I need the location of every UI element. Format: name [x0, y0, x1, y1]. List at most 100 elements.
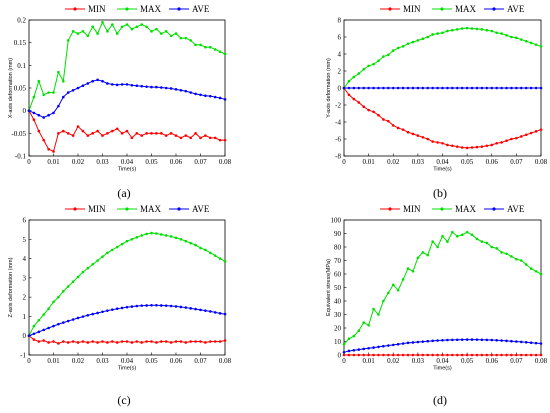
data-point: [199, 308, 202, 312]
data-point: [490, 29, 494, 33]
data-point: [57, 70, 60, 74]
data-point: [91, 132, 94, 135]
y-tick-label: 8: [338, 17, 342, 25]
data-point: [460, 27, 464, 30]
data-point: [52, 91, 55, 94]
series-ave: [27, 303, 227, 338]
x-tick-label: 0.06: [170, 357, 183, 365]
data-point: [451, 338, 454, 342]
data-point: [357, 101, 361, 104]
data-point: [145, 132, 148, 135]
data-point: [32, 332, 36, 336]
data-point: [81, 84, 85, 88]
data-point: [164, 134, 168, 137]
data-point: [47, 113, 50, 117]
data-point: [539, 86, 543, 90]
data-point: [223, 138, 227, 142]
data-point: [342, 86, 346, 90]
data-point: [441, 31, 444, 35]
chart-panel-3: 0 0.01 0.02 0.03 0.04 0.05 0.06 0.07 0.08-101234…: [8, 204, 232, 407]
x-tick-label: 0: [27, 357, 31, 365]
x-tick-label: 0.07: [194, 158, 207, 166]
data-point: [76, 125, 80, 128]
data-point: [91, 79, 94, 83]
data-point: [426, 86, 430, 90]
data-point: [490, 143, 494, 147]
data-point: [431, 86, 434, 90]
data-point: [475, 353, 479, 357]
data-point: [52, 111, 55, 115]
data-point: [465, 86, 469, 90]
data-point: [71, 280, 75, 284]
data-point: [411, 341, 415, 344]
data-point: [524, 341, 528, 344]
data-point: [111, 340, 114, 343]
x-tick-label: 0.06: [170, 158, 183, 166]
x-tick-label: 0.02: [72, 158, 85, 166]
data-point: [86, 266, 90, 270]
data-point: [86, 34, 90, 38]
data-point: [27, 109, 31, 112]
y-tick-label: 0.15: [14, 39, 27, 47]
legend-label-max: MAX: [455, 204, 477, 214]
data-point: [164, 86, 168, 90]
data-point: [179, 36, 183, 40]
data-point: [189, 307, 192, 310]
data-point: [495, 353, 498, 357]
data-point: [396, 86, 400, 90]
data-point: [362, 321, 366, 324]
y-axis-label: Z-axis deformation (mm): [8, 257, 14, 317]
data-point: [155, 85, 158, 89]
y-tick-label: 70: [334, 257, 342, 265]
data-point: [150, 231, 153, 235]
data-point: [37, 129, 41, 133]
data-point: [57, 322, 60, 326]
data-point: [431, 353, 434, 357]
legend-marker-min: [388, 207, 392, 211]
data-point: [71, 318, 75, 321]
data-point: [81, 270, 85, 274]
y-tick-label: -1: [20, 352, 26, 360]
data-point: [455, 28, 459, 31]
data-point: [431, 339, 434, 343]
data-point: [441, 141, 444, 145]
data-point: [135, 132, 139, 135]
data-point: [106, 82, 109, 85]
data-point: [120, 306, 124, 310]
x-tick-label: 0.08: [219, 357, 232, 365]
data-point: [213, 311, 217, 314]
data-point: [396, 342, 400, 346]
data-point: [213, 254, 217, 257]
data-point: [416, 86, 420, 90]
data-point: [125, 23, 129, 26]
data-point: [120, 242, 124, 246]
data-point: [204, 45, 207, 49]
data-point: [135, 340, 139, 343]
data-point: [66, 91, 70, 94]
data-point: [377, 113, 380, 117]
data-point: [71, 340, 75, 343]
data-point: [529, 353, 533, 357]
data-point: [101, 134, 104, 137]
panel-caption: (d): [433, 393, 447, 407]
data-point: [534, 353, 538, 357]
data-point: [204, 94, 207, 98]
x-tick-label: 0: [27, 158, 31, 166]
data-point: [76, 341, 80, 344]
data-point: [37, 79, 41, 83]
data-point: [62, 79, 65, 83]
data-point: [505, 86, 508, 90]
data-point: [194, 243, 197, 247]
legend-label-min: MIN: [403, 204, 421, 214]
data-point: [515, 36, 518, 40]
data-point: [357, 329, 361, 333]
data-point: [160, 304, 163, 307]
data-point: [470, 86, 474, 90]
data-point: [223, 339, 227, 342]
data-point: [37, 318, 41, 322]
data-point: [475, 27, 479, 31]
data-point: [505, 252, 508, 256]
data-point: [174, 236, 178, 240]
data-point: [436, 32, 439, 35]
data-point: [169, 87, 173, 90]
